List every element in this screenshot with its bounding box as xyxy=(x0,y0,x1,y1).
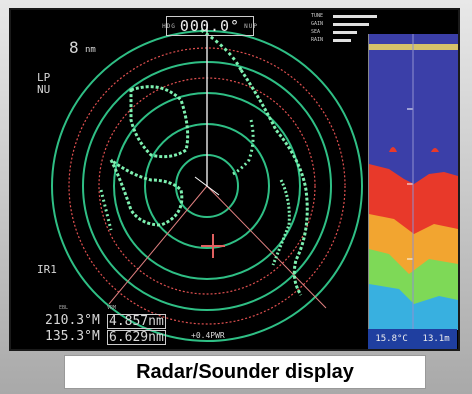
radar-screen: HDG 000.0° NUP 8 nm LP NU IR1 EBL VRM 21… xyxy=(9,8,460,351)
ebl-line-2 xyxy=(206,185,327,309)
gain-label: GAIN xyxy=(311,21,324,27)
heading-readout: HDG 000.0° NUP xyxy=(162,16,257,36)
depth-scale xyxy=(407,108,413,260)
water-temperature: 15.8°C xyxy=(375,334,408,344)
gain-bar xyxy=(333,22,369,26)
radar-ppi xyxy=(51,24,363,342)
ebl1-readout: 210.3°M xyxy=(45,313,100,328)
sounder-echogram xyxy=(369,34,458,330)
pulse-length: LP xyxy=(37,71,51,84)
cursor-cross[interactable] xyxy=(201,234,225,258)
gain-row-rain[interactable]: RAIN xyxy=(311,36,377,44)
depth-readout: 13.1m xyxy=(422,334,450,344)
gain-label: RAIN xyxy=(311,37,324,43)
interference-rejection: IR1 xyxy=(37,263,57,276)
orientation-mode: NU xyxy=(37,83,51,96)
range-unit: nm xyxy=(85,45,96,55)
vrm1-readout: 4.857nm xyxy=(107,314,166,329)
gain-row-tune[interactable]: TUNE xyxy=(311,12,377,20)
land-echoes xyxy=(99,28,309,296)
vrm2-readout: 6.629nm xyxy=(107,330,166,345)
ebl-label: EBL xyxy=(59,305,69,311)
own-ship-marker xyxy=(194,176,220,196)
vrm-ring-2 xyxy=(68,47,346,325)
ebl-line-1 xyxy=(108,185,208,305)
sounder-footer: 15.8°C 13.1m xyxy=(368,329,457,349)
heading-value: 000.0° xyxy=(179,17,241,35)
ebl2-readout: 135.3°M xyxy=(45,329,100,344)
fish-echo xyxy=(431,148,439,152)
gain-row-gain[interactable]: GAIN xyxy=(311,20,377,28)
heading-tag: HDG xyxy=(162,22,176,30)
cursor-readout: +0.4PWR xyxy=(191,331,225,340)
tune-bar xyxy=(333,14,377,18)
mode-tag: NUP xyxy=(244,22,258,30)
gain-panel: TUNE GAIN SEA RAIN xyxy=(311,12,377,44)
vrm-label: VRM xyxy=(107,305,117,311)
sea-bar xyxy=(333,30,357,34)
fish-echo xyxy=(389,147,397,152)
gain-label: TUNE xyxy=(311,13,324,19)
gain-label: SEA xyxy=(311,29,321,35)
sounder-panel xyxy=(368,34,458,330)
caption-label: Radar/Sounder display xyxy=(64,355,426,389)
range-value: 8 xyxy=(69,38,79,57)
rain-bar xyxy=(333,38,351,42)
gain-row-sea[interactable]: SEA xyxy=(311,28,377,36)
